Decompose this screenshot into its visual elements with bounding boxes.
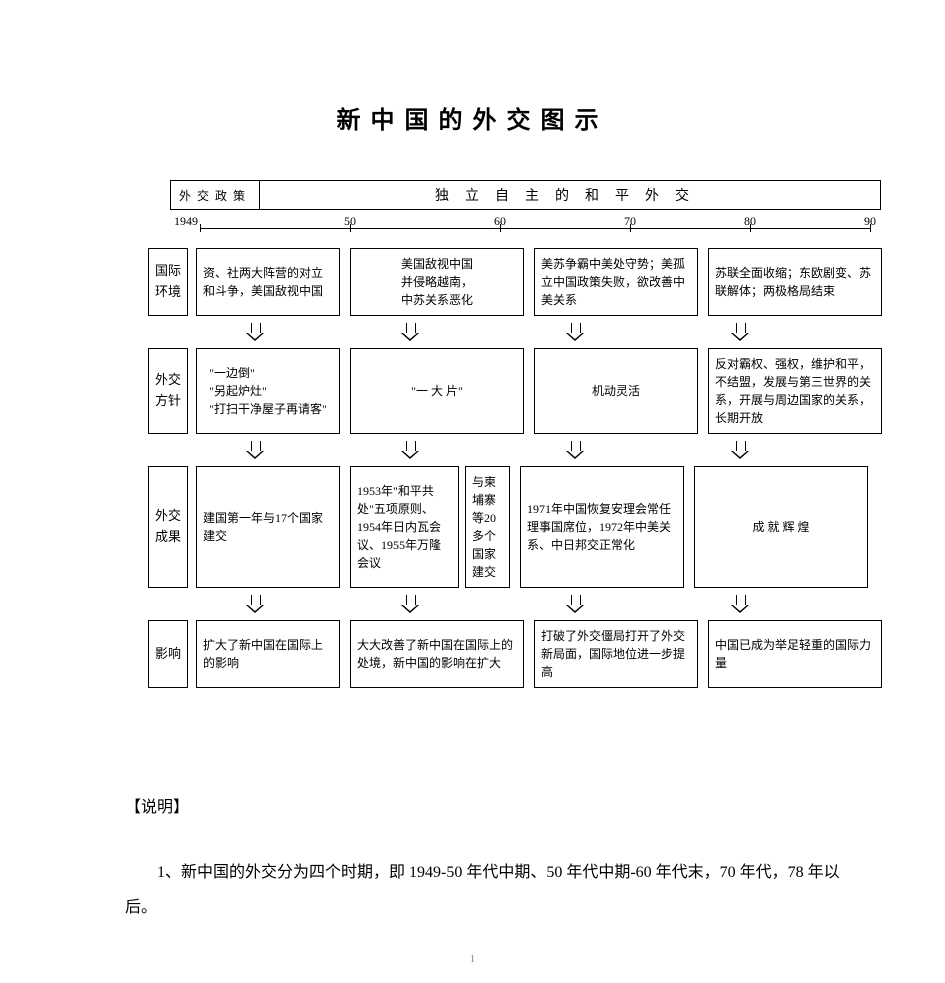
row-policy-dir: 外交方针 "一边倒" "另起炉灶" "打扫干净屋子再请客" "一 大 片" 机动…: [148, 348, 888, 434]
down-arrow-icon: [401, 323, 419, 341]
row-results-cells: 建国第一年与17个国家建交 1953年"和平共处"五项原则、1954年日内瓦会议…: [196, 466, 888, 588]
results-cell-3: 成 就 辉 煌: [694, 466, 868, 588]
arrow-3-2: [500, 592, 650, 616]
timeline-tick-label: 80: [744, 214, 756, 229]
down-arrow-icon: [401, 441, 419, 459]
down-arrow-icon: [566, 323, 584, 341]
page-number: 1: [0, 954, 945, 965]
env-cell-2: 美苏争霸中美处守势；美孤立中国政策失败，欲改善中美关系: [534, 248, 698, 316]
row-env-cells: 资、社两大阵营的对立和斗争，美国敌视中国 美国敌视中国 并侵略越南， 中苏关系恶…: [196, 248, 888, 316]
row-label-env: 国际环境: [148, 248, 188, 316]
notes-para-1: 1、新中国的外交分为四个时期，即 1949-50 年代中期、50 年代中期-60…: [125, 855, 865, 925]
arrow-3-0: [190, 592, 320, 616]
results-cell-1a: 1953年"和平共处"五项原则、1954年日内瓦会议、1955年万隆会议: [350, 466, 459, 588]
down-arrow-icon: [731, 323, 749, 341]
env-cell-1: 美国敌视中国 并侵略越南， 中苏关系恶化: [350, 248, 524, 316]
row-policy-dir-cells: "一边倒" "另起炉灶" "打扫干净屋子再请客" "一 大 片" 机动灵活 反对…: [196, 348, 888, 434]
row-impact-cells: 扩大了新中国在国际上的影响 大大改善了新中国在国际上的处境，新中国的影响在扩大 …: [196, 620, 888, 688]
timeline-axis: [200, 228, 870, 229]
page-title: 新中国的外交图示: [0, 100, 945, 135]
arrow-row-3: [190, 592, 888, 616]
policy-cell-1: "一 大 片": [350, 348, 524, 434]
impact-cell-0: 扩大了新中国在国际上的影响: [196, 620, 340, 688]
arrow-3-3: [660, 592, 820, 616]
arrow-2-1: [330, 438, 490, 462]
results-cell-1b: 与柬埔寨等20多个国家建交: [465, 466, 510, 588]
row-results: 外交成果 建国第一年与17个国家建交 1953年"和平共处"五项原则、1954年…: [148, 466, 888, 588]
down-arrow-icon: [566, 595, 584, 613]
arrow-2-0: [190, 438, 320, 462]
arrow-2-2: [500, 438, 650, 462]
row-label-results: 外交成果: [148, 466, 188, 588]
env-cell-0: 资、社两大阵营的对立和斗争，美国敌视中国: [196, 248, 340, 316]
arrow-3-1: [330, 592, 490, 616]
policy-cell-3: 反对霸权、强权，维护和平，不结盟，发展与第三世界的关系，开展与周边国家的关系，长…: [708, 348, 882, 434]
policy-value: 独立自主的和平外交: [260, 180, 881, 210]
timeline: 19495060708090: [170, 218, 870, 238]
arrow-1-1: [330, 320, 490, 344]
notes-section: 【说明】 1、新中国的外交分为四个时期，即 1949-50 年代中期、50 年代…: [125, 790, 865, 926]
down-arrow-icon: [566, 441, 584, 459]
results-cell-0: 建国第一年与17个国家建交: [196, 466, 340, 588]
flowchart: 国际环境 资、社两大阵营的对立和斗争，美国敌视中国 美国敌视中国 并侵略越南， …: [148, 248, 888, 692]
timeline-tick-label: 60: [494, 214, 506, 229]
timeline-tick: [200, 224, 201, 232]
timeline-tick-label: 90: [864, 214, 876, 229]
down-arrow-icon: [731, 595, 749, 613]
arrow-2-3: [660, 438, 820, 462]
row-label-policy-dir: 外交方针: [148, 348, 188, 434]
row-impact: 影响 扩大了新中国在国际上的影响 大大改善了新中国在国际上的处境，新中国的影响在…: [148, 620, 888, 688]
timeline-tick-label: 1949: [174, 214, 198, 229]
notes-heading: 【说明】: [125, 790, 865, 825]
arrow-1-2: [500, 320, 650, 344]
policy-row: 外交政策 独立自主的和平外交: [170, 180, 881, 210]
results-cell-1: 1953年"和平共处"五项原则、1954年日内瓦会议、1955年万隆会议 与柬埔…: [350, 466, 510, 588]
row-env: 国际环境 资、社两大阵营的对立和斗争，美国敌视中国 美国敌视中国 并侵略越南， …: [148, 248, 888, 316]
policy-cell-2: 机动灵活: [534, 348, 698, 434]
down-arrow-icon: [246, 323, 264, 341]
impact-cell-2: 打破了外交僵局打开了外交新局面，国际地位进一步提高: [534, 620, 698, 688]
arrow-1-0: [190, 320, 320, 344]
impact-cell-1: 大大改善了新中国在国际上的处境，新中国的影响在扩大: [350, 620, 524, 688]
env-cell-3: 苏联全面收缩；东欧剧变、苏联解体；两极格局结束: [708, 248, 882, 316]
timeline-tick-label: 50: [344, 214, 356, 229]
down-arrow-icon: [246, 441, 264, 459]
arrow-row-1: [190, 320, 888, 344]
arrow-row-2: [190, 438, 888, 462]
timeline-tick-label: 70: [624, 214, 636, 229]
down-arrow-icon: [401, 595, 419, 613]
policy-label: 外交政策: [170, 180, 260, 210]
arrow-1-3: [660, 320, 820, 344]
results-cell-2: 1971年中国恢复安理会常任理事国席位，1972年中美关系、中日邦交正常化: [520, 466, 684, 588]
policy-cell-0: "一边倒" "另起炉灶" "打扫干净屋子再请客": [196, 348, 340, 434]
document-page: 新中国的外交图示 外交政策 独立自主的和平外交 19495060708090 国…: [0, 0, 945, 983]
row-label-impact: 影响: [148, 620, 188, 688]
impact-cell-3: 中国已成为举足轻重的国际力量: [708, 620, 882, 688]
down-arrow-icon: [246, 595, 264, 613]
down-arrow-icon: [731, 441, 749, 459]
